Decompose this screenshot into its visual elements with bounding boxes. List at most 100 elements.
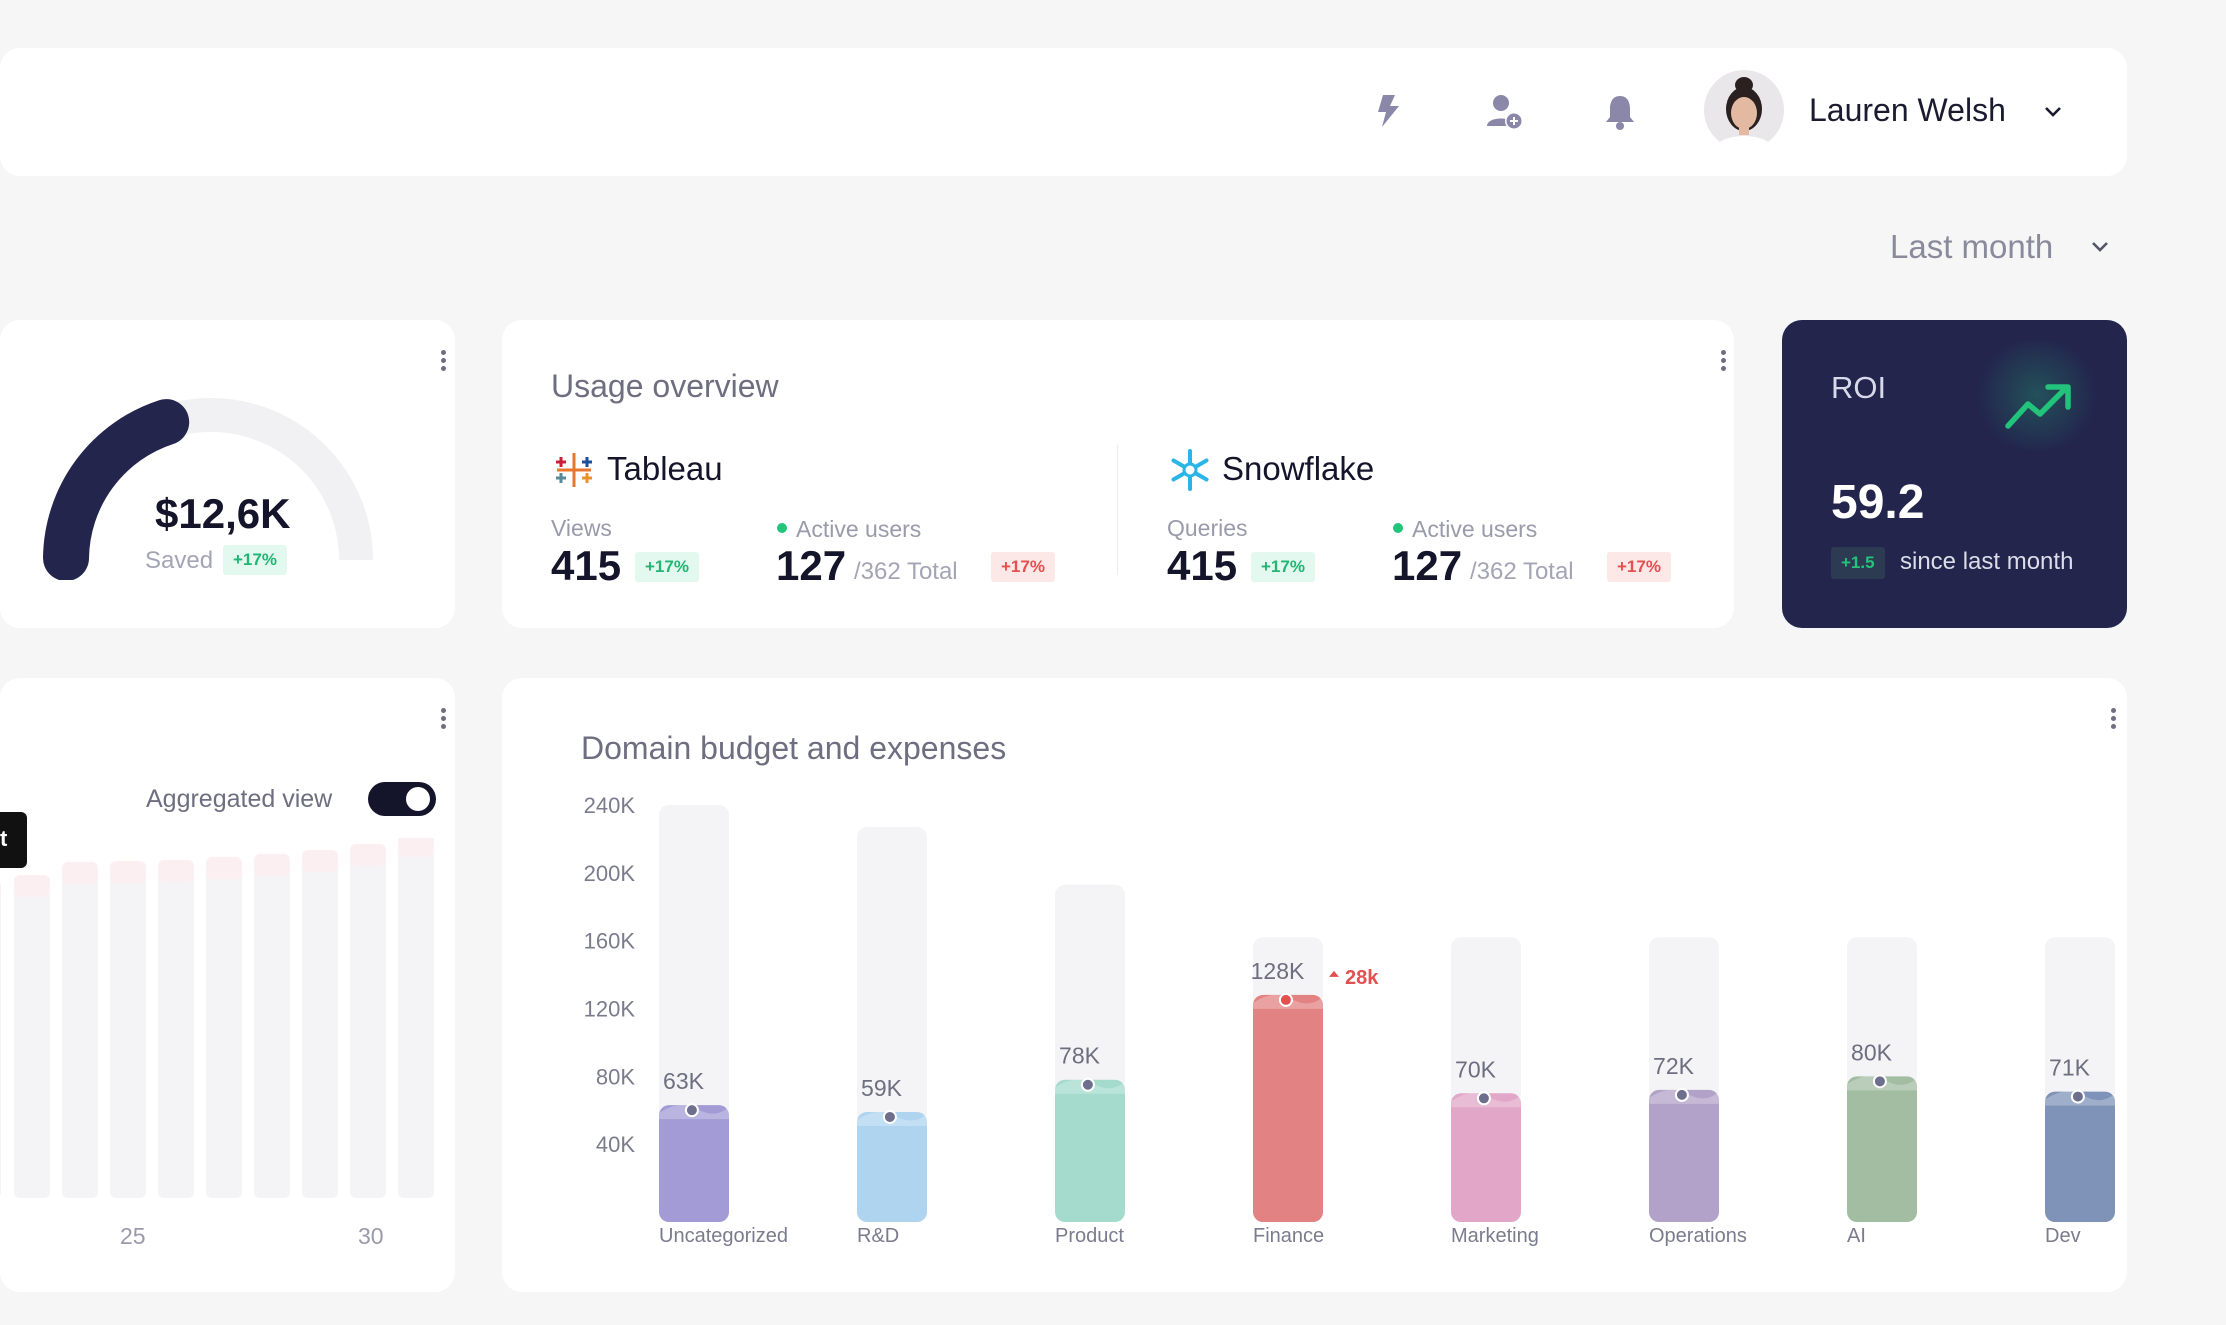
category-label: Product bbox=[1055, 1225, 1124, 1247]
y-tick-label: 40K bbox=[596, 1132, 635, 1157]
category-label: Marketing bbox=[1451, 1225, 1539, 1247]
category-label: AI bbox=[1847, 1225, 1866, 1247]
roi-card: ROI 59.2 +1.5 since last month bbox=[1782, 320, 2127, 628]
trend-bar bbox=[0, 882, 1, 1196]
category-label: Dev bbox=[2045, 1225, 2081, 1247]
aggregated-view-toggle[interactable] bbox=[368, 782, 436, 816]
expense-bar[interactable] bbox=[1649, 1089, 1719, 1222]
trend-bar-cap bbox=[302, 850, 338, 872]
bolt-icon[interactable] bbox=[1373, 93, 1403, 129]
period-dropdown[interactable]: Last month bbox=[1890, 228, 2120, 268]
active-users-total: /362 Total bbox=[854, 558, 958, 585]
savings-gauge bbox=[43, 398, 373, 580]
trend-bar-cap bbox=[110, 861, 146, 883]
budget-chart: 240K 200K 160K 120K 80K 40K 63K Uncategorized 59… bbox=[584, 793, 2115, 1247]
value-marker bbox=[1872, 1074, 1887, 1089]
active-dot-icon bbox=[1393, 523, 1403, 533]
value-label: 128K bbox=[1251, 958, 1305, 984]
roi-change-badge: +1.5 bbox=[1831, 547, 1885, 579]
active-dot-icon bbox=[777, 523, 787, 533]
value-marker bbox=[1476, 1091, 1491, 1106]
trend-bar bbox=[254, 854, 290, 1198]
more-options-icon[interactable] bbox=[1721, 350, 1727, 374]
x-tick: 30 bbox=[358, 1223, 384, 1249]
expense-bar[interactable] bbox=[659, 1105, 729, 1222]
value-label: 72K bbox=[1653, 1053, 1695, 1079]
expense-bar[interactable] bbox=[2045, 1091, 2115, 1222]
trend-bar bbox=[14, 875, 50, 1198]
trend-bar bbox=[302, 850, 338, 1198]
queries-label: Queries bbox=[1167, 515, 1248, 541]
active-users-label: Active users bbox=[1412, 516, 1538, 542]
expense-bar[interactable] bbox=[1451, 1093, 1521, 1222]
roi-value: 59.2 bbox=[1831, 476, 1925, 529]
trend-bar bbox=[110, 861, 146, 1198]
more-options-icon[interactable] bbox=[441, 708, 447, 732]
views-value: 415 bbox=[551, 542, 622, 589]
active-users-change-badge: +17% bbox=[1607, 552, 1671, 582]
value-label: 63K bbox=[663, 1068, 705, 1094]
expense-bar[interactable] bbox=[1253, 994, 1323, 1222]
bell-icon[interactable] bbox=[1603, 93, 1637, 131]
trend-bars bbox=[0, 838, 434, 1198]
value-label: 71K bbox=[2049, 1055, 2091, 1081]
views-change-badge: +17% bbox=[635, 552, 699, 582]
active-users-total: /362 Total bbox=[1470, 558, 1574, 585]
period-label: Last month bbox=[1890, 228, 2054, 265]
over-budget-arrow-icon bbox=[1329, 970, 1339, 977]
roi-glow bbox=[1972, 340, 2102, 450]
value-marker bbox=[1674, 1087, 1689, 1102]
trend-bar-cap bbox=[14, 875, 50, 897]
active-users-label: Active users bbox=[796, 516, 922, 542]
y-tick-label: 200K bbox=[584, 861, 636, 886]
snowflake-name: Snowflake bbox=[1222, 450, 1375, 487]
category-label: Finance bbox=[1253, 1225, 1324, 1247]
trend-bar bbox=[398, 838, 434, 1198]
add-user-icon[interactable] bbox=[1485, 92, 1525, 132]
trend-bar-cap bbox=[158, 860, 194, 882]
y-tick-label: 120K bbox=[584, 997, 636, 1022]
y-tick-label: 240K bbox=[584, 793, 636, 818]
savings-value: $12,6K bbox=[155, 490, 291, 537]
tableau-name: Tableau bbox=[607, 450, 723, 487]
category-label: Uncategorized bbox=[659, 1225, 788, 1247]
savings-card: $12,6K Saved +17% bbox=[0, 320, 455, 628]
trend-bar-cap bbox=[254, 854, 290, 876]
trend-card: Aggregated view 25 30 bbox=[0, 678, 455, 1292]
active-users-value: 127 bbox=[776, 542, 847, 589]
savings-change-badge: +17% bbox=[223, 545, 287, 575]
trend-bar-cap bbox=[350, 844, 386, 866]
y-tick-label: 160K bbox=[584, 929, 636, 954]
top-bar: Lauren Welsh bbox=[0, 48, 2127, 176]
expense-bar[interactable] bbox=[857, 1111, 927, 1222]
expense-bar[interactable] bbox=[1055, 1079, 1125, 1222]
expense-bar[interactable] bbox=[1847, 1076, 1917, 1222]
trend-bar bbox=[350, 844, 386, 1198]
chevron-down-icon[interactable] bbox=[2043, 105, 2063, 119]
value-marker bbox=[882, 1109, 897, 1124]
value-marker bbox=[2070, 1089, 2085, 1104]
trend-bar-cap bbox=[398, 838, 434, 857]
more-options-icon[interactable] bbox=[441, 350, 447, 374]
toggle-knob bbox=[406, 787, 430, 811]
trend-bar bbox=[158, 860, 194, 1198]
trend-bar-cap bbox=[0, 882, 1, 900]
gauge-fill bbox=[43, 399, 190, 580]
tableau-icon bbox=[556, 453, 592, 487]
tooltip: t bbox=[0, 812, 27, 868]
more-options-icon[interactable] bbox=[2111, 708, 2117, 732]
trend-bar bbox=[206, 857, 242, 1198]
queries-change-badge: +17% bbox=[1251, 552, 1315, 582]
trend-bar-cap bbox=[62, 862, 98, 884]
value-label: 70K bbox=[1455, 1056, 1497, 1082]
over-budget-label: 28k bbox=[1345, 967, 1379, 989]
usage-title: Usage overview bbox=[551, 368, 779, 404]
user-name[interactable]: Lauren Welsh bbox=[1809, 92, 2006, 128]
trend-up-icon bbox=[2005, 384, 2071, 429]
domain-budget-card: Domain budget and expenses 240K 200K 160K 1… bbox=[502, 678, 2127, 1292]
avatar[interactable] bbox=[1703, 69, 1785, 151]
views-label: Views bbox=[551, 515, 612, 541]
value-label: 80K bbox=[1851, 1039, 1893, 1065]
value-label: 78K bbox=[1059, 1043, 1101, 1069]
usage-overview-card: Usage overview Tableau Views 415 +17% Ac… bbox=[502, 320, 1734, 628]
